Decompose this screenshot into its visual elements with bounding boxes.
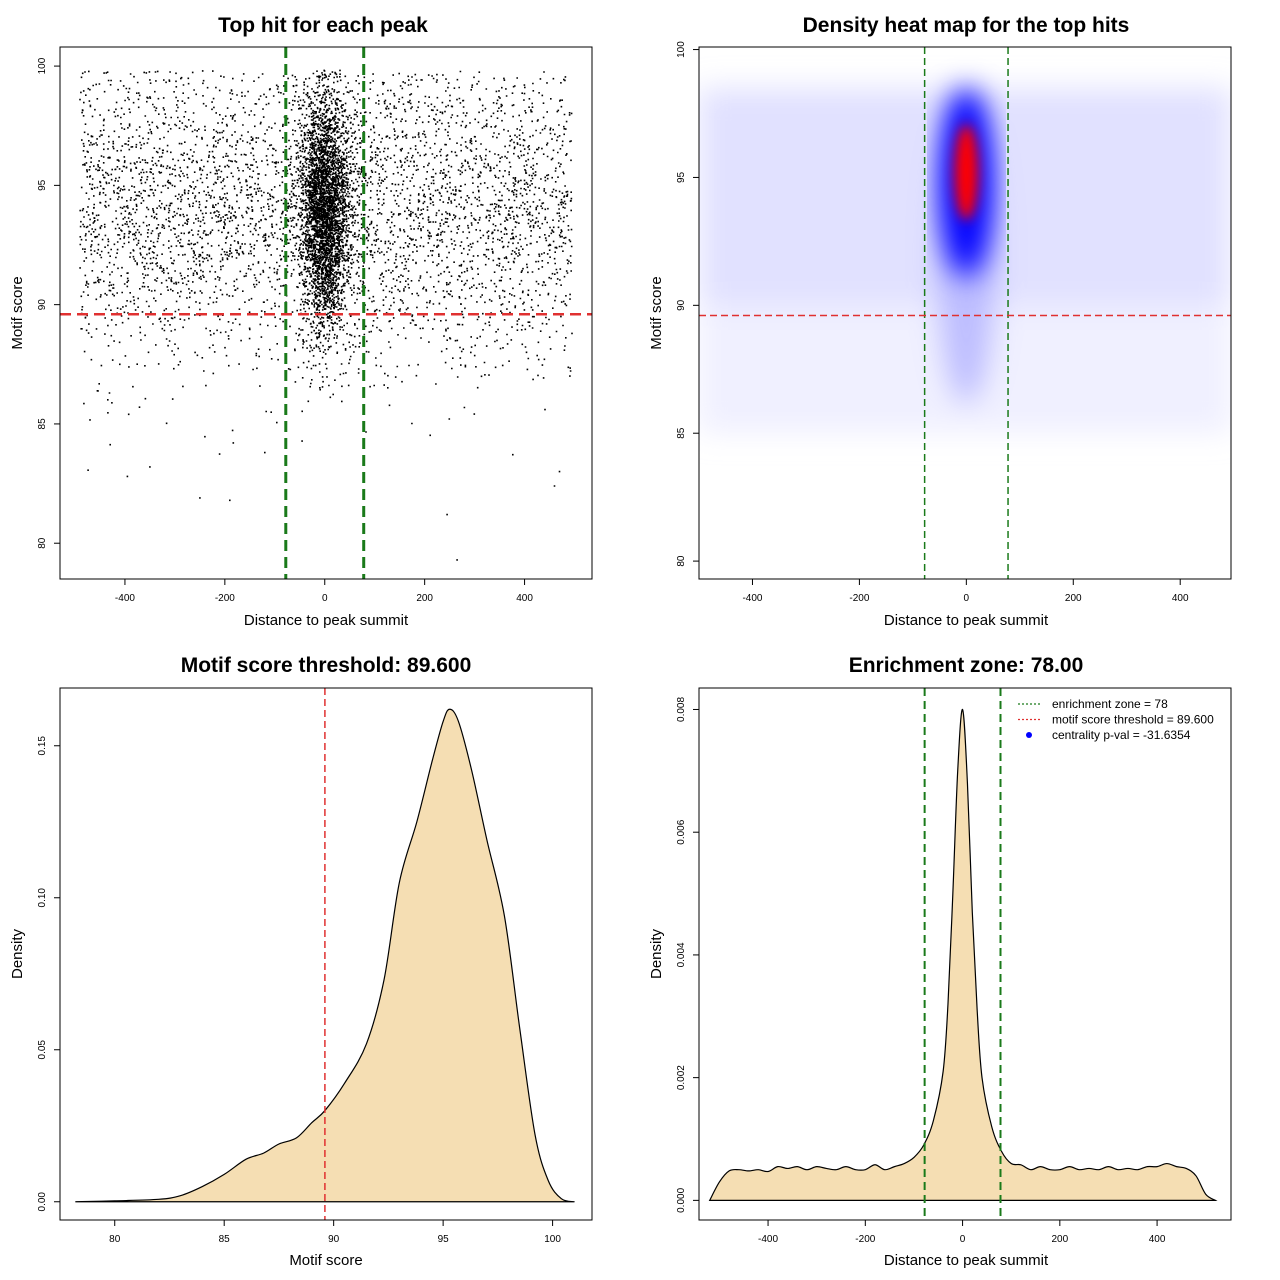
legend-label-centrality: centrality p-val = -31.6354 — [1052, 728, 1191, 742]
distance-density-x-tick-label: 200 — [1051, 1234, 1068, 1245]
heatmap-x-tick-label: 0 — [964, 593, 970, 604]
scatter-y-tick-label: 100 — [37, 57, 48, 74]
score-density-y-tick-label: 0.05 — [37, 1040, 48, 1060]
score-density-x-tick-label: 90 — [328, 1234, 340, 1245]
legend-label-threshold: motif score threshold = 89.600 — [1052, 713, 1214, 727]
distance-density-y-tick-label: 0.004 — [676, 942, 687, 967]
distance-density-x-tick-label: 400 — [1149, 1234, 1166, 1245]
distance-density-x-tick-label: 0 — [960, 1234, 966, 1245]
panel-scatter: Top hit for each peak -400 -200 0 200 400 80 8… — [9, 14, 593, 629]
distance-density-y-tick-label: 0.000 — [676, 1187, 687, 1212]
heatmap-axes: -400 -200 0 200 400 80 85 90 95 100 — [676, 41, 1189, 604]
heatmap-x-tick-label: -200 — [849, 593, 869, 604]
legend-label-enrichment-zone: enrichment zone = 78 — [1052, 697, 1168, 711]
heatmap-density — [699, 47, 1231, 579]
score-density-y-label: Density — [9, 928, 26, 979]
distance-density-area — [708, 708, 1218, 1201]
score-density-y-tick-label: 0.00 — [37, 1192, 48, 1212]
score-density-area — [75, 708, 575, 1203]
scatter-title: Top hit for each peak — [218, 14, 428, 37]
scatter-x-tick-label: 0 — [322, 593, 328, 604]
panel-heatmap: Density heat map for the top hits -400 -2… — [648, 14, 1232, 629]
scatter-y-tick-label: 90 — [37, 299, 48, 311]
scatter-x-tick-label: 400 — [516, 593, 533, 604]
heatmap-y-tick-label: 90 — [676, 299, 687, 311]
distance-density-axes: -400 -200 0 200 400 0.000 0.002 0.004 0.006 0.008 — [676, 697, 1166, 1245]
distance-density-y-tick-label: 0.002 — [676, 1065, 687, 1090]
heatmap-hotspot — [954, 124, 979, 221]
heatmap-y-tick-label: 85 — [676, 427, 687, 439]
distance-density-y-tick-label: 0.008 — [676, 697, 687, 722]
heatmap-title: Density heat map for the top hits — [803, 14, 1130, 37]
panel-distance-density: Enrichment zone: 78.00 -400 -200 0 200 400 0.… — [648, 654, 1232, 1269]
distance-density-legend: enrichment zone = 78 motif score thresho… — [1018, 697, 1214, 742]
score-density-y-tick-label: 0.10 — [37, 888, 48, 908]
scatter-y-tick-label: 85 — [37, 418, 48, 430]
heatmap-y-tick-label: 100 — [676, 41, 687, 58]
heatmap-x-tick-label: 400 — [1172, 593, 1189, 604]
distance-density-title: Enrichment zone: 78.00 — [849, 654, 1084, 677]
score-density-axes: 80 85 90 95 100 0.00 0.05 0.10 0.15 — [37, 736, 561, 1245]
scatter-x-tick-label: -200 — [215, 593, 235, 604]
score-density-x-tick-label: 80 — [109, 1234, 121, 1245]
heatmap-y-tick-label: 80 — [676, 555, 687, 567]
score-density-x-tick-label: 85 — [219, 1234, 231, 1245]
scatter-axes: -400 -200 0 200 400 80 85 90 95 100 — [37, 57, 533, 604]
distance-density-x-tick-label: -400 — [758, 1234, 778, 1245]
panel-score-density: Motif score threshold: 89.600 80 85 90 95 10… — [9, 654, 593, 1269]
heatmap-x-tick-label: 200 — [1065, 593, 1082, 604]
score-density-x-tick-label: 100 — [544, 1234, 561, 1245]
distance-density-y-label: Density — [648, 928, 665, 979]
scatter-x-tick-label: -400 — [115, 593, 135, 604]
scatter-x-label: Distance to peak summit — [244, 612, 409, 629]
score-density-title: Motif score threshold: 89.600 — [181, 654, 472, 677]
scatter-y-label: Motif score — [9, 276, 26, 349]
scatter-y-tick-label: 95 — [37, 179, 48, 191]
heatmap-y-tick-label: 95 — [676, 171, 687, 183]
scatter-y-tick-label: 80 — [37, 537, 48, 549]
heatmap-hotspot-red — [954, 124, 979, 221]
score-density-y-tick-label: 0.15 — [37, 736, 48, 756]
heatmap-x-tick-label: -400 — [742, 593, 762, 604]
score-density-x-tick-label: 95 — [438, 1234, 450, 1245]
distance-density-x-tick-label: -200 — [855, 1234, 875, 1245]
heatmap-y-label: Motif score — [648, 276, 665, 349]
scatter-x-tick-label: 200 — [416, 593, 433, 604]
score-density-x-label: Motif score — [289, 1252, 362, 1269]
distance-density-y-tick-label: 0.006 — [676, 819, 687, 844]
distance-density-x-label: Distance to peak summit — [884, 1252, 1049, 1269]
legend-swatch-centrality — [1026, 732, 1032, 738]
heatmap-x-label: Distance to peak summit — [884, 612, 1049, 629]
